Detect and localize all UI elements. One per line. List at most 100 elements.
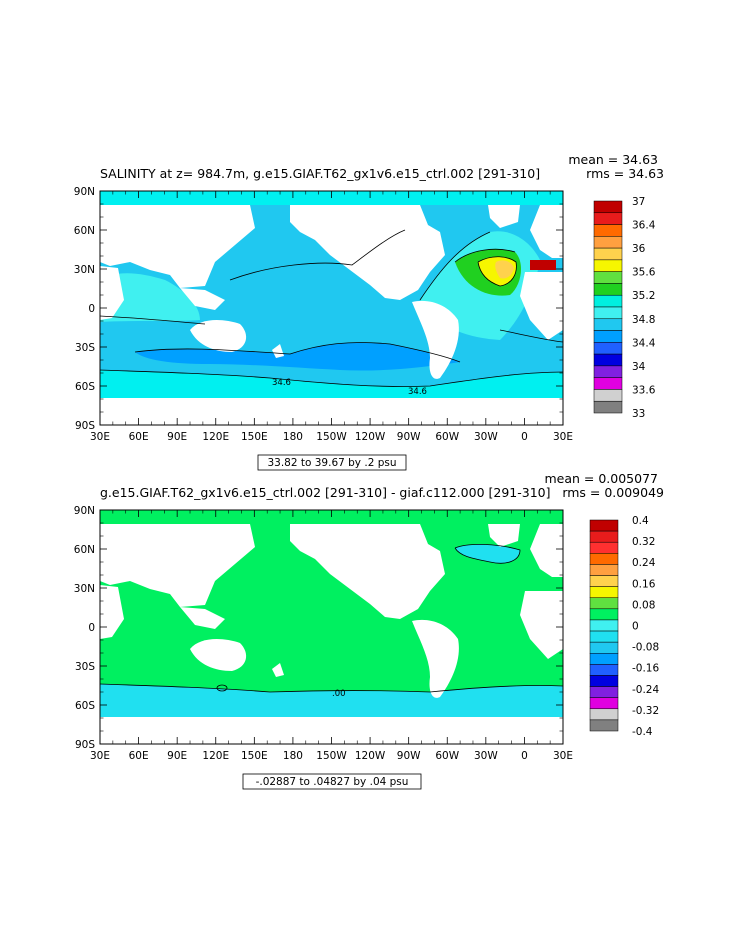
panel2-contours [100, 543, 563, 693]
x-tick-label: 120W [355, 750, 386, 762]
colorbar-label: 33.6 [632, 384, 656, 396]
colorbar-label: 0.16 [632, 578, 656, 590]
colorbar-label: -0.16 [632, 663, 659, 675]
x-tick-label: 60W [435, 750, 459, 762]
colorbar-label: 0.24 [632, 557, 656, 569]
x-tick-label: 30E [553, 431, 573, 443]
diff-north-atlantic-patch [455, 544, 520, 564]
panel2-mean: mean = 0.005077 [544, 471, 658, 486]
panel1-mean: mean = 34.63 [568, 152, 658, 167]
colorbar-swatch [593, 294, 623, 308]
y-tick-label: 90S [75, 739, 95, 751]
panel1-rms: rms = 34.63 [586, 166, 664, 181]
panel2-x-axis: 30E 60E 90E 120E 150E 180 150W 120W 90W 60W 30W 0 30… [90, 510, 573, 762]
colorbar-swatch [593, 212, 623, 225]
colorbar-label: -0.32 [632, 705, 659, 717]
colorbar-label: 34.4 [632, 337, 656, 349]
colorbar-label: 37 [632, 196, 645, 208]
x-tick-label: 90W [397, 750, 421, 762]
colorbar-swatch [589, 697, 619, 710]
y-tick-label: 60S [75, 700, 95, 712]
panel2-rms: rms = 0.009049 [562, 485, 664, 500]
colorbar-swatch [593, 342, 623, 355]
y-tick-label: 30S [75, 342, 95, 354]
colorbar-label: 34 [632, 361, 646, 373]
x-tick-label: 30E [90, 431, 110, 443]
colorbar-label: 0.32 [632, 536, 655, 548]
x-tick-label: 0 [521, 431, 528, 443]
x-tick-label: 30E [90, 750, 110, 762]
x-tick-label: 150E [241, 750, 268, 762]
colorbar-swatch [593, 306, 623, 320]
x-tick-label: 60W [435, 431, 459, 443]
panel1-range-box [257, 454, 407, 471]
x-tick-label: 60E [129, 431, 149, 443]
y-tick-label: 30S [75, 661, 95, 673]
y-tick-label: 90S [75, 420, 95, 432]
y-tick-label: 30N [74, 583, 95, 595]
colorbar-label: 0.08 [632, 599, 655, 611]
y-tick-label: 0 [88, 303, 95, 315]
north-atlantic-orange [495, 260, 514, 279]
colorbar-swatch [589, 653, 619, 665]
colorbar-label: 34.8 [632, 314, 655, 326]
panel1-contours [100, 229, 563, 387]
colorbar-swatch [593, 377, 623, 390]
colorbar-swatch [589, 519, 619, 532]
x-tick-label: 150W [316, 431, 347, 443]
colorbar-swatch [593, 224, 623, 237]
x-tick-label: 120E [202, 431, 229, 443]
x-tick-label: 180 [283, 431, 303, 443]
colorbar-swatch [589, 630, 619, 643]
colorbar-swatch [593, 318, 623, 331]
x-tick-label: 90E [167, 750, 187, 762]
colorbar-label: 33 [632, 408, 645, 420]
colorbar-swatch [589, 664, 619, 676]
panel2-contour-label-1: .00 [332, 689, 346, 699]
panel1-colorbar: 37 36.4 36 35.6 35.2 34.8 34.4 34 33.6 33 [593, 196, 656, 420]
indian-ocean-light [100, 273, 200, 322]
y-tick-label: 90N [74, 505, 95, 517]
y-tick-label: 60N [74, 544, 95, 556]
colorbar-swatch [589, 675, 619, 687]
colorbar-swatch [589, 608, 619, 621]
x-tick-label: 90E [167, 431, 187, 443]
colorbar-swatch [589, 708, 619, 721]
colorbar-swatch [589, 575, 619, 587]
colorbar-swatch [589, 619, 619, 632]
colorbar-label: 36.4 [632, 220, 656, 232]
colorbar-swatch [593, 400, 623, 414]
colorbar-label: 0.4 [632, 515, 649, 527]
colorbar-swatch [593, 247, 623, 261]
colorbar-label: 36 [632, 243, 646, 255]
x-tick-label: 180 [283, 750, 303, 762]
panel2-range-box [242, 773, 422, 790]
panel2-title: g.e15.GIAF.T62_gx1v6.e15_ctrl.002 [291-3… [100, 485, 550, 500]
x-tick-label: 150W [316, 750, 347, 762]
x-tick-label: 60E [129, 750, 149, 762]
y-tick-label: 0 [88, 622, 95, 634]
y-tick-label: 90N [74, 186, 95, 198]
mediterranean-outflow [530, 260, 556, 270]
panel1-map [100, 191, 563, 425]
x-tick-label: 30W [474, 431, 498, 443]
x-tick-label: 30E [553, 750, 573, 762]
panel1-x-axis: 30E 60E 90E 120E 150E 180 150W 120W 90W 60W 30W 0 30… [90, 191, 573, 443]
colorbar-swatch [589, 541, 619, 554]
colorbar-swatch [593, 365, 623, 378]
colorbar-swatch [589, 553, 619, 565]
colorbar-swatch [589, 641, 619, 654]
panel1-contour-label-2: 34.6 [408, 387, 427, 397]
colorbar-swatch [593, 389, 623, 402]
colorbar-swatch [593, 283, 623, 296]
colorbar-label: 0 [632, 621, 639, 633]
x-tick-label: 0 [521, 750, 528, 762]
x-tick-label: 30W [474, 750, 498, 762]
panel1-title: SALINITY at z= 984.7m, g.e15.GIAF.T62_gx… [100, 166, 540, 181]
colorbar-swatch [593, 271, 623, 284]
colorbar-label: -0.24 [632, 684, 659, 696]
colorbar-swatch [589, 719, 619, 732]
colorbar-swatch [589, 530, 619, 543]
colorbar-swatch [589, 564, 619, 576]
